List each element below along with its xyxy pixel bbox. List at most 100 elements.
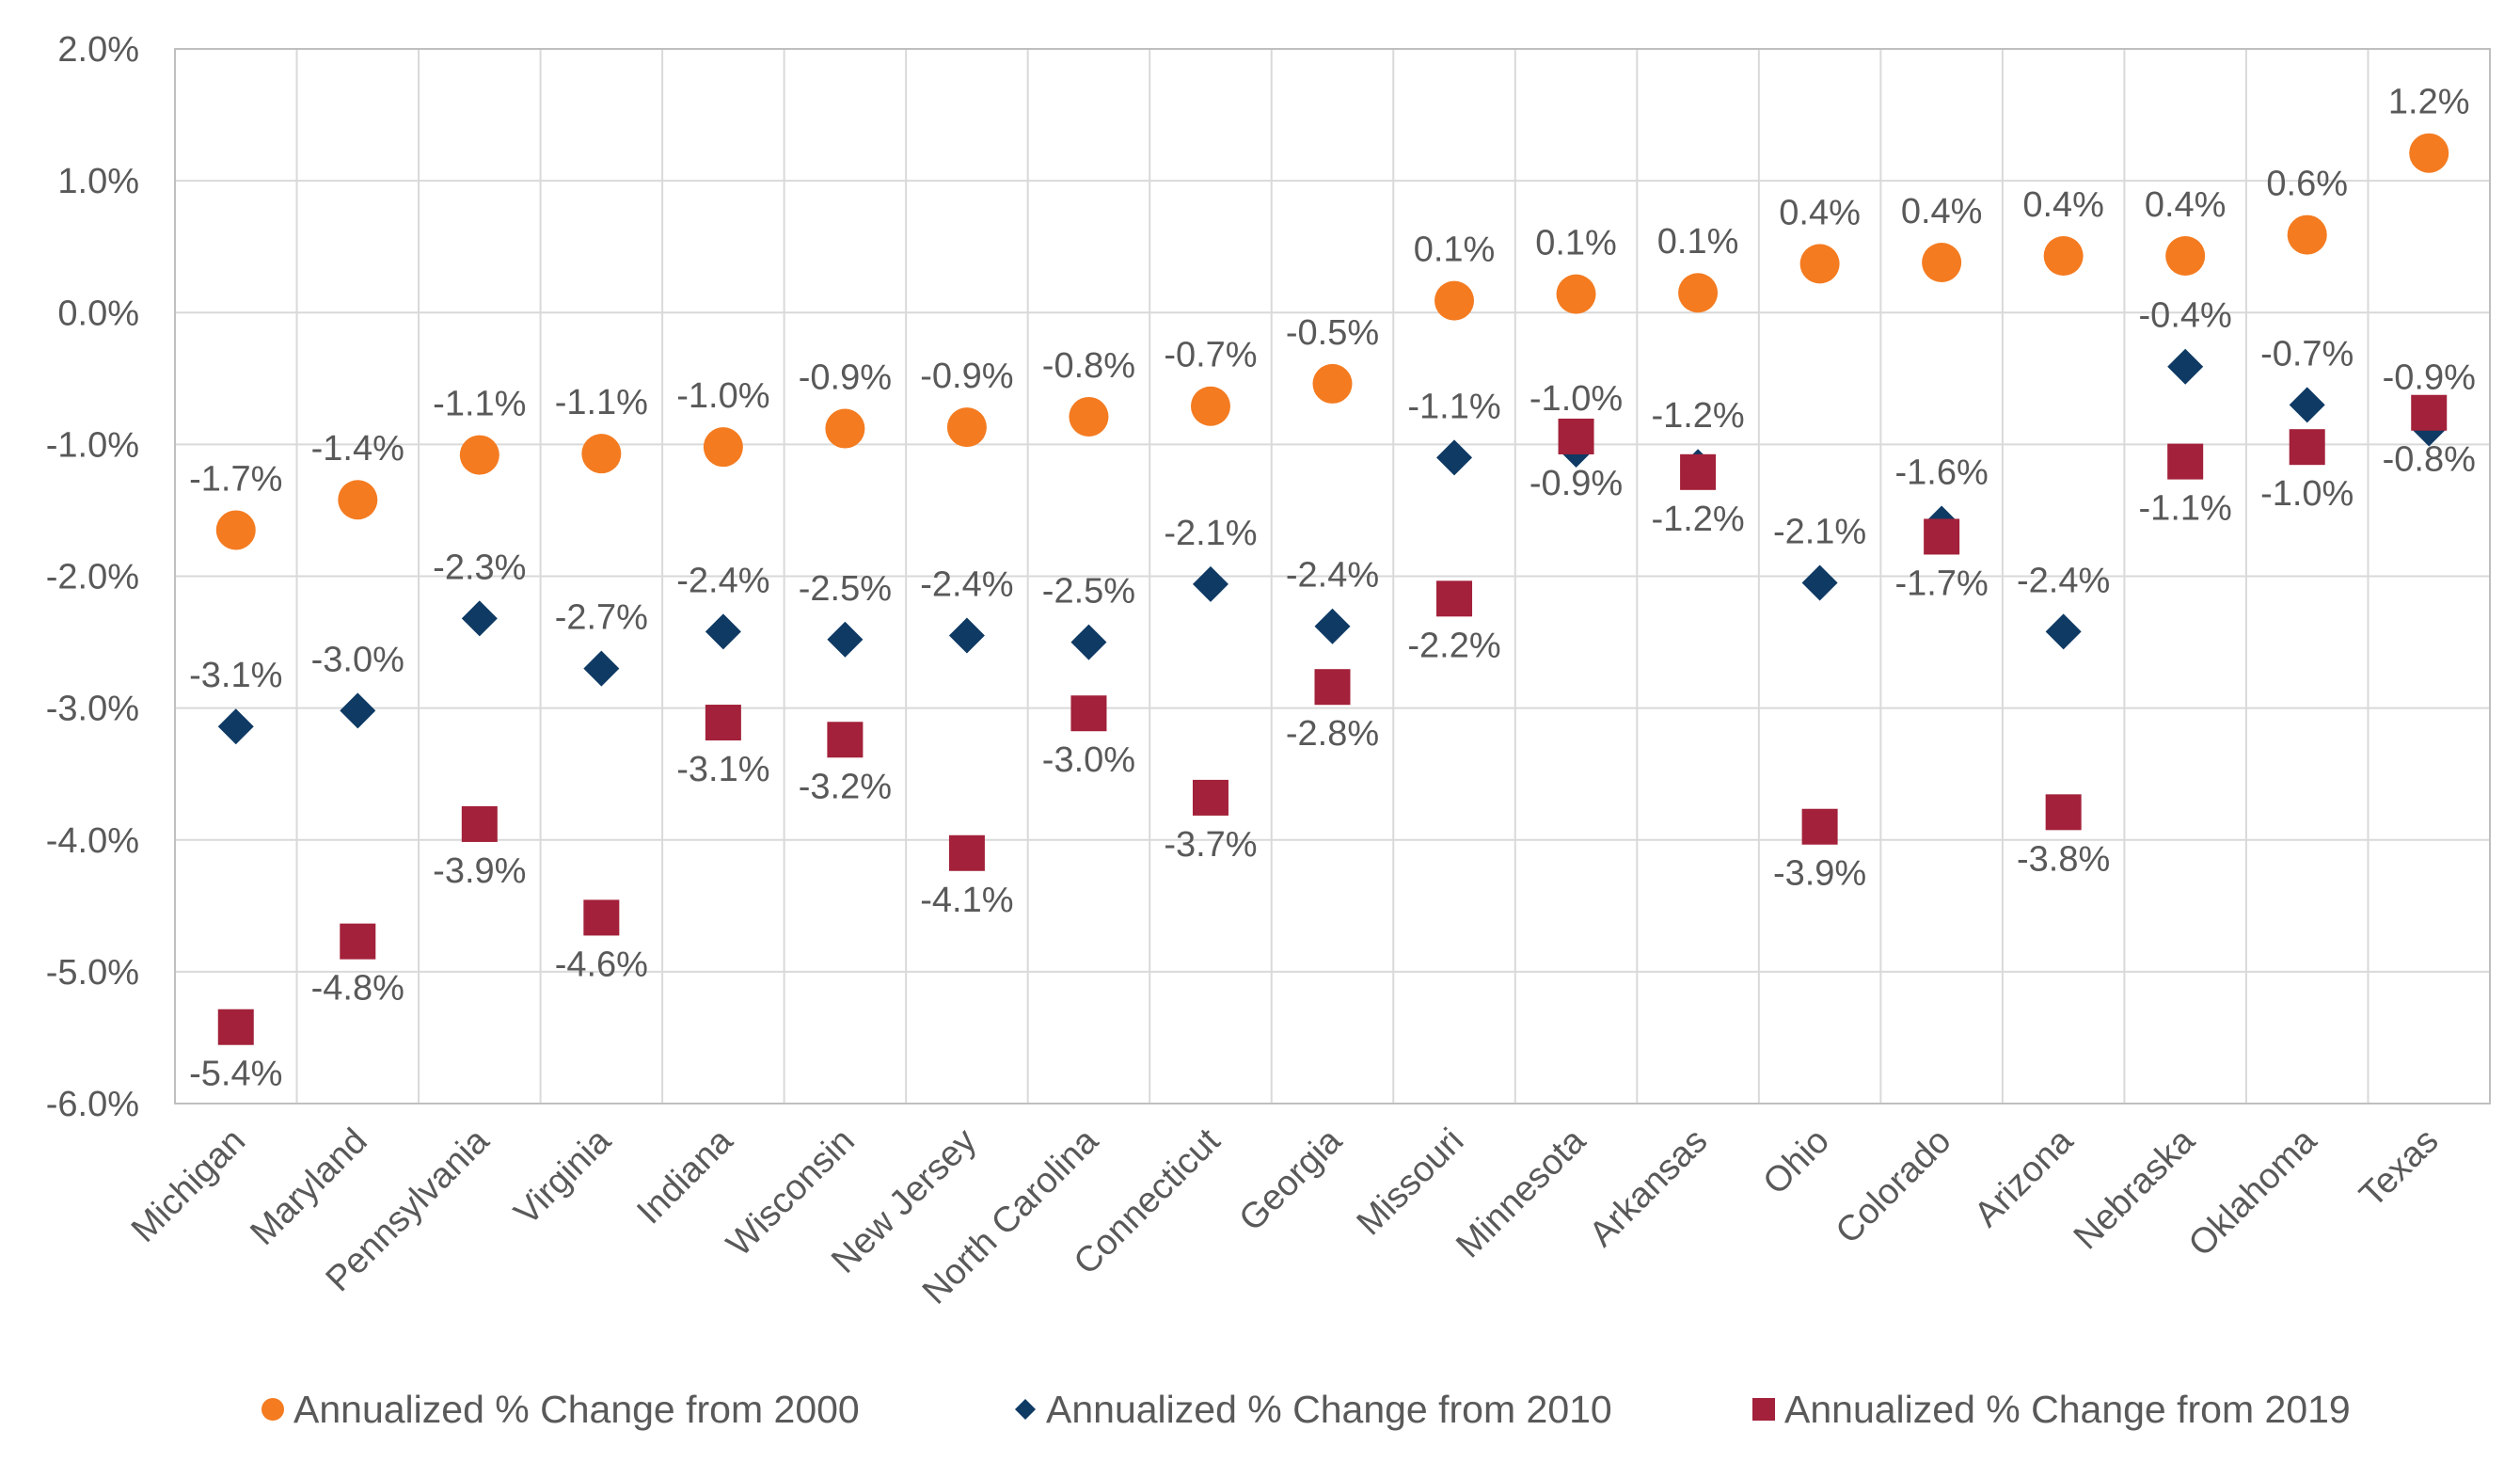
circle-marker	[2287, 215, 2327, 255]
data-label: 0.4%	[1779, 193, 1861, 232]
data-label: -0.7%	[2260, 334, 2354, 373]
square-marker	[2167, 443, 2204, 480]
data-markers	[215, 133, 2449, 1045]
y-tick-label: 1.0%	[57, 162, 139, 201]
square-marker	[461, 805, 498, 842]
data-label: 0.4%	[2022, 185, 2104, 225]
x-tick-label: Texas	[2353, 1121, 2447, 1216]
circle-marker	[703, 427, 743, 468]
y-axis: 2.0% 1.0% 0.0% -1.0% -2.0% -3.0% -4.0% -5.0% -6.…	[46, 30, 139, 1124]
legend-item: Annualized % Change from 2019	[1752, 1388, 2351, 1431]
diamond-marker	[1436, 439, 1473, 476]
data-label: -1.1%	[433, 385, 526, 424]
data-label: -2.5%	[1042, 572, 1135, 612]
y-tick-label: -2.0%	[46, 558, 139, 597]
square-marker	[340, 923, 376, 960]
y-tick-label: -4.0%	[46, 821, 139, 861]
data-label: -0.8%	[2383, 440, 2476, 480]
data-label: -3.7%	[1164, 825, 1257, 865]
legend-label: Annualized % Change from 2019	[1784, 1388, 2351, 1431]
data-label: -1.6%	[1894, 453, 1988, 492]
y-tick-label: -5.0%	[46, 953, 139, 993]
data-label: 0.4%	[2145, 185, 2227, 225]
x-tick-label: Arizona	[1967, 1120, 2081, 1234]
diamond-marker	[827, 621, 864, 658]
legend-circle-icon	[262, 1398, 284, 1421]
diamond-marker	[948, 617, 985, 654]
data-label: 1.2%	[2388, 83, 2470, 122]
square-marker	[583, 899, 620, 936]
square-marker	[1558, 418, 1594, 454]
x-tick-label: Colorado	[1829, 1121, 1959, 1252]
legend-item: Annualized % Change from 2000	[262, 1388, 860, 1431]
data-label: -2.4%	[676, 561, 769, 600]
circle-marker	[338, 480, 378, 520]
circle-marker	[215, 510, 256, 550]
diamond-marker	[217, 708, 254, 745]
data-label: -1.0%	[1529, 379, 1623, 419]
x-tick-label: Arkansas	[1582, 1121, 1716, 1255]
legend-item: Annualized % Change from 2010	[1015, 1388, 1612, 1431]
x-tick-label: Oklahoma	[2181, 1120, 2325, 1264]
y-tick-label: -1.0%	[46, 425, 139, 465]
data-label: -4.8%	[311, 969, 404, 1009]
data-label: -1.2%	[1651, 396, 1744, 436]
data-label: 0.1%	[1657, 222, 1739, 262]
data-label: -2.7%	[555, 598, 648, 638]
x-tick-label: Maryland	[243, 1121, 374, 1253]
square-marker	[1070, 695, 1107, 732]
data-label: -2.8%	[1286, 714, 1379, 754]
diamond-marker	[340, 692, 376, 729]
square-marker	[1192, 779, 1228, 816]
data-label: -2.5%	[799, 569, 892, 609]
square-marker	[1314, 669, 1351, 706]
x-tick-label: Missouri	[1350, 1121, 1472, 1244]
data-label: -0.7%	[1164, 336, 1257, 375]
legend-diamond-icon	[1015, 1399, 1036, 1420]
data-label: -1.2%	[1651, 500, 1744, 539]
square-marker	[217, 1009, 254, 1045]
data-label: -5.4%	[189, 1055, 282, 1094]
y-tick-label: -6.0%	[46, 1085, 139, 1124]
data-label: -2.4%	[2017, 561, 2110, 600]
diamond-marker	[583, 650, 620, 687]
data-label: 0.4%	[1901, 192, 1983, 231]
diamond-marker	[1801, 564, 1838, 601]
legend: Annualized % Change from 2000 Annualized …	[262, 1388, 2351, 1431]
diamond-marker	[1314, 608, 1351, 644]
y-tick-label: 2.0%	[57, 30, 139, 70]
square-marker	[2411, 394, 2448, 431]
circle-marker	[581, 434, 622, 474]
plot-border	[174, 48, 2491, 1105]
data-label: -3.9%	[433, 851, 526, 891]
diamond-marker	[2289, 387, 2325, 423]
diamond-marker	[705, 613, 741, 650]
circle-marker	[1312, 363, 1353, 404]
data-label: -0.4%	[2139, 296, 2232, 336]
circle-marker	[2409, 133, 2449, 173]
data-label: -1.0%	[2260, 474, 2354, 514]
data-label: -2.1%	[1773, 513, 1866, 552]
data-label: -3.8%	[2017, 839, 2110, 879]
square-marker	[948, 834, 985, 871]
data-label: 0.1%	[1535, 224, 1617, 263]
circle-marker	[2165, 235, 2206, 276]
data-labels: -1.7% -1.4% -1.1% -1.1% -1.0% -0.9% -0.9% -0.8%…	[189, 83, 2476, 1094]
square-marker	[2289, 429, 2325, 466]
legend-square-icon	[1752, 1398, 1775, 1421]
data-label: -2.2%	[1407, 626, 1500, 665]
data-label: -2.3%	[433, 548, 526, 587]
data-label: -4.1%	[920, 881, 1013, 920]
data-label: -1.4%	[311, 429, 404, 469]
data-label: -4.6%	[555, 945, 648, 984]
legend-label: Annualized % Change from 2000	[293, 1388, 860, 1431]
circle-marker	[1922, 243, 1962, 283]
square-marker	[1801, 808, 1838, 845]
circle-marker	[1190, 386, 1230, 426]
data-label: 0.1%	[1414, 230, 1496, 270]
data-label: -1.7%	[189, 459, 282, 499]
circle-marker	[1556, 274, 1596, 314]
data-label: -3.1%	[676, 750, 769, 789]
x-tick-label: Michigan	[124, 1121, 253, 1250]
